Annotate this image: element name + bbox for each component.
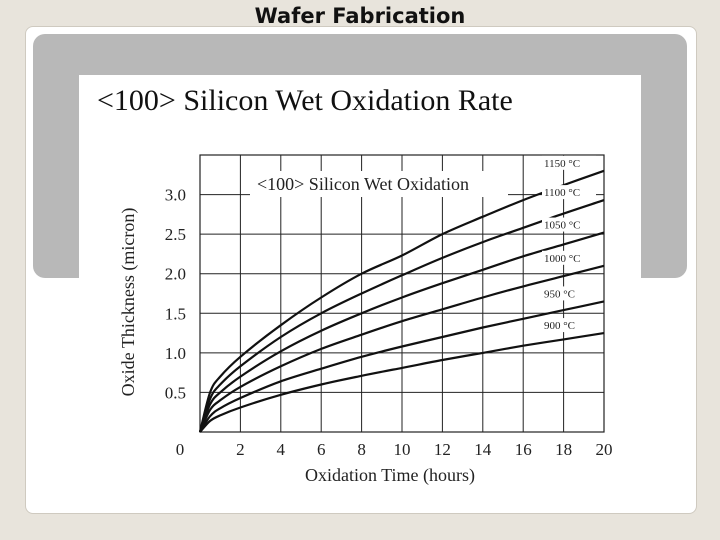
series-label-background bbox=[542, 286, 596, 301]
series-label-background bbox=[542, 318, 596, 333]
series-label: 1050 °C bbox=[544, 220, 581, 232]
x-tick-label: 16 bbox=[515, 440, 532, 459]
y-tick-label: 2.5 bbox=[165, 225, 186, 244]
series-label: 1150 °C bbox=[544, 158, 580, 170]
x-tick-label: 8 bbox=[357, 440, 366, 459]
series-label: 900 °C bbox=[544, 320, 575, 332]
series-label-background bbox=[542, 155, 596, 170]
series-label: 1100 °C bbox=[544, 187, 580, 199]
series-line bbox=[199, 300, 605, 433]
series-line bbox=[199, 332, 605, 433]
x-tick-label: 10 bbox=[394, 440, 411, 459]
x-tick-label: 20 bbox=[596, 440, 613, 459]
x-tick-label: 12 bbox=[434, 440, 451, 459]
series-label-background bbox=[542, 250, 596, 265]
series-label: 1000 °C bbox=[544, 253, 581, 265]
chart-curves bbox=[198, 169, 605, 433]
y-tick-label: 2.0 bbox=[165, 265, 186, 284]
y-tick-label: 1.5 bbox=[165, 304, 186, 323]
series-line bbox=[198, 264, 605, 433]
figure-title: <100> Silicon Wet Oxidation Rate bbox=[97, 84, 513, 117]
chart-tick-labels: 0 2 4 6 8 10 12 14 16 18 20 0.5 1.0 1.5 2.0 2.5 3.0 bbox=[165, 186, 613, 459]
x-tick-label: 14 bbox=[474, 440, 492, 459]
series-label: 950 °C bbox=[544, 288, 575, 300]
x-tick-label: 18 bbox=[555, 440, 572, 459]
x-axis-label: Oxidation Time (hours) bbox=[305, 465, 475, 486]
figure-panel bbox=[79, 75, 641, 495]
series-line bbox=[198, 199, 605, 433]
x-tick-label: 2 bbox=[236, 440, 245, 459]
series-label-background bbox=[542, 185, 596, 200]
inner-title-background bbox=[250, 171, 508, 197]
y-axis-label: Oxide Thickness (micron) bbox=[118, 208, 139, 397]
chart-inner-title: <100> Silicon Wet Oxidation bbox=[257, 174, 469, 194]
slide-title: Wafer Fabrication bbox=[254, 4, 466, 28]
chart-series-labels: 1150 °C 1100 °C 1050 °C 1000 °C 950 °C 900 °C bbox=[542, 155, 596, 333]
y-tick-label: 0.5 bbox=[165, 383, 186, 402]
y-tick-label: 1.0 bbox=[165, 344, 186, 363]
x-tick-label: 6 bbox=[317, 440, 326, 459]
series-line bbox=[198, 231, 605, 433]
y-tick-label: 3.0 bbox=[165, 186, 186, 205]
series-label-background bbox=[542, 217, 596, 232]
x-tick-label: 4 bbox=[277, 440, 286, 459]
series-line bbox=[198, 169, 605, 433]
x-tick-label: 0 bbox=[176, 440, 185, 459]
